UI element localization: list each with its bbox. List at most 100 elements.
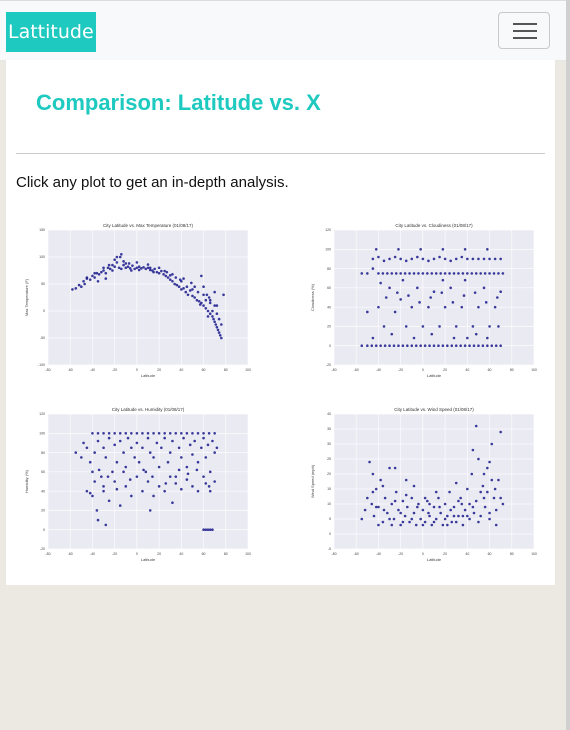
scatter-chart[interactable]: -80 -60 -40 -20 0 20 40 60 80 100 -20 0 20 40 60 80 100 1… bbox=[20, 402, 260, 572]
data-point bbox=[379, 344, 382, 348]
data-point bbox=[178, 278, 182, 281]
data-point bbox=[449, 508, 452, 512]
data-point bbox=[96, 439, 100, 443]
data-point bbox=[135, 431, 139, 435]
x-tick-label: -40 bbox=[376, 552, 381, 556]
data-point bbox=[493, 487, 497, 491]
data-point bbox=[88, 491, 92, 495]
data-point bbox=[407, 294, 410, 297]
data-point bbox=[429, 296, 432, 299]
data-point bbox=[438, 255, 441, 259]
data-point bbox=[93, 480, 96, 483]
data-point bbox=[371, 472, 375, 476]
data-point bbox=[171, 272, 174, 276]
data-point bbox=[497, 272, 500, 275]
data-point bbox=[408, 520, 411, 524]
y-tick-label: -20 bbox=[326, 363, 331, 367]
data-point bbox=[499, 430, 502, 434]
data-point bbox=[382, 508, 386, 512]
data-point bbox=[492, 496, 496, 500]
data-point bbox=[168, 431, 172, 435]
data-point bbox=[157, 271, 161, 275]
data-point bbox=[196, 489, 200, 493]
data-point bbox=[80, 285, 83, 288]
data-point bbox=[202, 436, 205, 440]
data-point bbox=[497, 478, 500, 482]
scatter-chart[interactable]: -80 -60 -40 -20 0 20 40 60 80 100 -20 0 20 40 60 80 100 1… bbox=[306, 218, 546, 388]
data-point bbox=[168, 475, 172, 478]
data-point bbox=[211, 439, 214, 443]
data-point bbox=[419, 344, 422, 348]
data-point bbox=[482, 472, 486, 476]
data-point bbox=[148, 509, 152, 512]
data-point bbox=[135, 441, 139, 445]
data-point bbox=[118, 255, 122, 259]
data-point bbox=[363, 508, 367, 512]
data-point bbox=[191, 453, 194, 456]
scatter-chart[interactable]: -80 -60 -40 -20 0 20 40 60 80 100 -5 0 5 10 15 20 25 30 35… bbox=[306, 402, 546, 572]
data-point bbox=[127, 262, 131, 265]
data-point bbox=[427, 511, 430, 515]
x-axis-label: Latitude bbox=[141, 557, 156, 562]
data-point bbox=[182, 436, 185, 440]
scatter-chart[interactable]: -80 -60 -40 -20 0 20 40 60 80 100 -100 -50 0 50 100 150… bbox=[20, 218, 260, 388]
navbar-brand[interactable]: Lattitude bbox=[6, 12, 96, 52]
data-point bbox=[211, 309, 214, 313]
chart-title: City Latitude vs. Humidity (01/08/17) bbox=[112, 407, 185, 412]
data-point bbox=[499, 496, 502, 500]
data-point bbox=[85, 489, 89, 493]
data-point bbox=[202, 528, 205, 532]
x-tick-label: -80 bbox=[331, 552, 336, 556]
data-point bbox=[381, 520, 385, 524]
x-tick-label: -20 bbox=[398, 368, 403, 372]
data-point bbox=[404, 259, 408, 263]
data-point bbox=[471, 448, 475, 452]
data-point bbox=[102, 431, 105, 435]
data-point bbox=[483, 505, 487, 509]
x-tick-label: 60 bbox=[488, 368, 492, 372]
data-point bbox=[148, 268, 152, 272]
data-point bbox=[163, 431, 166, 435]
x-tick-label: -60 bbox=[68, 552, 73, 556]
chart-title: City Latitude vs. Wind Speed (01/08/17) bbox=[394, 407, 474, 412]
y-tick-label: 0 bbox=[329, 344, 331, 348]
data-point bbox=[74, 451, 78, 454]
data-point bbox=[102, 489, 105, 493]
plot-max-temperature[interactable]: -80 -60 -40 -20 0 20 40 60 80 100 -100 -50 0 50 100 150… bbox=[20, 218, 260, 388]
data-point bbox=[91, 274, 94, 278]
x-tick-label: 80 bbox=[224, 368, 228, 372]
data-point bbox=[122, 263, 125, 267]
data-point bbox=[211, 528, 214, 532]
x-tick-label: 20 bbox=[443, 368, 447, 372]
data-point bbox=[137, 460, 141, 464]
plot-wind-speed[interactable]: -80 -60 -40 -20 0 20 40 60 80 100 -5 0 5 10 15 20 25 30 35… bbox=[306, 402, 546, 572]
content-card: Comparison: Latitude vs. X Click any plo… bbox=[6, 60, 555, 585]
data-point bbox=[96, 280, 100, 283]
data-point bbox=[214, 323, 218, 326]
data-point bbox=[473, 291, 477, 294]
data-point bbox=[397, 344, 400, 348]
data-point bbox=[137, 268, 141, 272]
data-point bbox=[390, 502, 394, 506]
data-point bbox=[388, 286, 391, 290]
data-point bbox=[166, 460, 170, 464]
data-point bbox=[93, 276, 96, 279]
plot-humidity[interactable]: -80 -60 -40 -20 0 20 40 60 80 100 -20 0 20 40 60 80 100 1… bbox=[20, 402, 260, 572]
data-point bbox=[208, 528, 212, 532]
data-point bbox=[390, 332, 394, 336]
data-point bbox=[379, 281, 382, 285]
data-point bbox=[155, 270, 159, 274]
x-tick-label: 80 bbox=[224, 552, 228, 556]
data-point bbox=[421, 257, 425, 261]
data-point bbox=[142, 265, 145, 269]
data-point bbox=[454, 481, 458, 485]
data-point bbox=[448, 272, 451, 275]
navbar-toggle-button[interactable] bbox=[498, 12, 550, 49]
data-point bbox=[104, 456, 108, 459]
data-point bbox=[95, 271, 99, 275]
scrollbar[interactable] bbox=[566, 0, 570, 730]
plot-cloudiness[interactable]: -80 -60 -40 -20 0 20 40 60 80 100 -20 0 20 40 60 80 100 1… bbox=[306, 218, 546, 388]
data-point bbox=[383, 496, 387, 500]
data-point bbox=[463, 344, 467, 348]
data-point bbox=[82, 441, 85, 445]
